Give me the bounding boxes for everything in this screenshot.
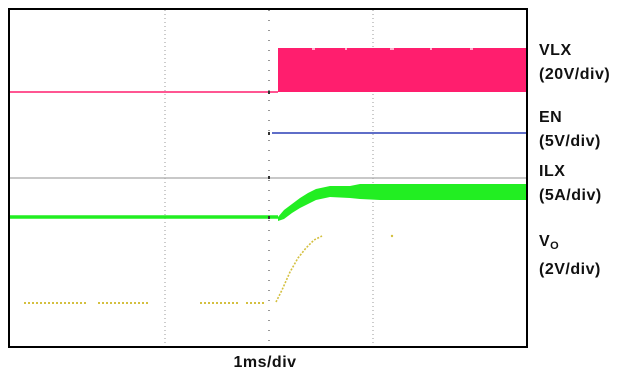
label-vo-name: VO bbox=[539, 233, 601, 255]
x-axis-label: 1ms/div bbox=[233, 354, 297, 371]
label-ilx-name: ILX bbox=[539, 163, 566, 180]
label-vlx-scale: (20V/div) bbox=[539, 66, 611, 83]
center-markers bbox=[268, 91, 270, 219]
label-vo: VO (2V/div) bbox=[539, 233, 601, 279]
vo-dot bbox=[390, 234, 394, 238]
label-en: EN (5V/div) bbox=[539, 109, 601, 151]
ilx-ramp-trace bbox=[278, 184, 526, 221]
vo-rise-trace bbox=[275, 235, 323, 303]
label-vlx: VLX (20V/div) bbox=[539, 42, 610, 84]
label-en-name: EN bbox=[539, 109, 563, 126]
vlx-switching-band bbox=[278, 48, 526, 92]
label-en-scale: (5V/div) bbox=[539, 133, 601, 150]
label-vo-sub: O bbox=[550, 240, 560, 252]
label-ilx: ILX (5A/div) bbox=[539, 163, 602, 205]
label-vo-main: V bbox=[539, 233, 551, 250]
vlx-band-speckle bbox=[312, 48, 473, 50]
label-vlx-name: VLX bbox=[539, 42, 572, 59]
label-vo-scale: (2V/div) bbox=[539, 261, 601, 278]
label-ilx-scale: (5A/div) bbox=[539, 187, 602, 204]
